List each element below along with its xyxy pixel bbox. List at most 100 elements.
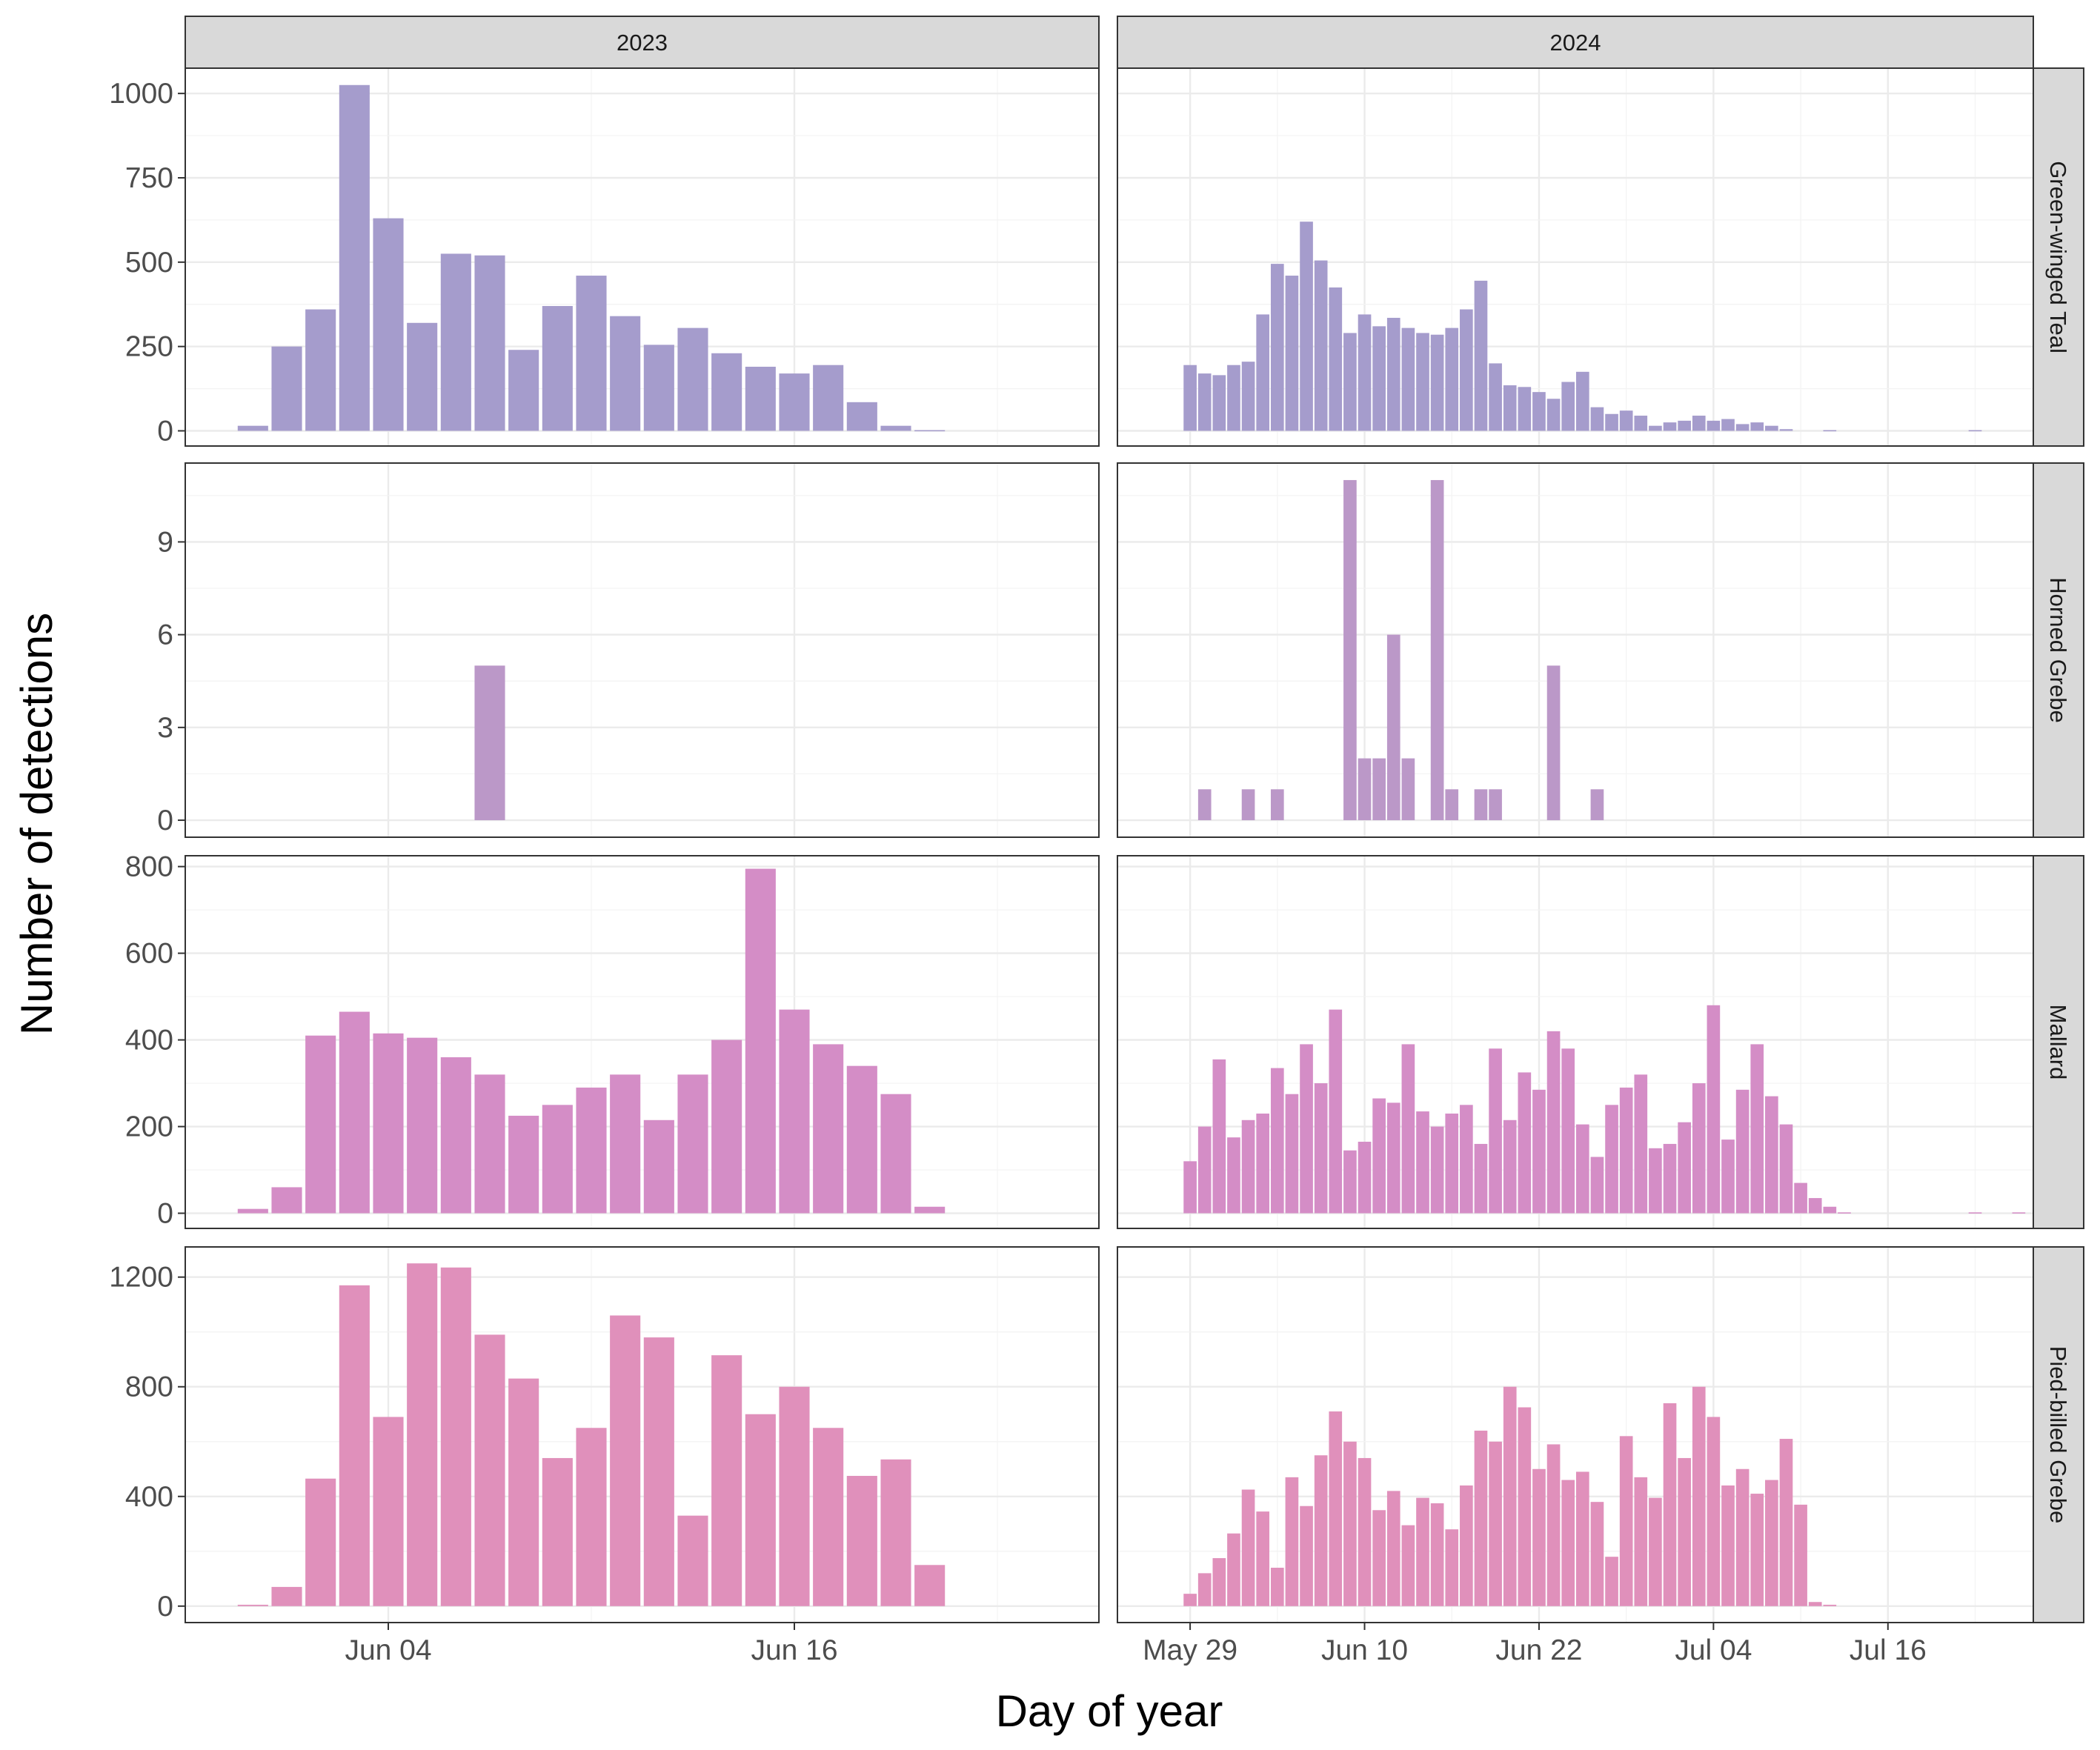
bar <box>1285 1477 1299 1606</box>
bar <box>1474 1143 1488 1214</box>
bar <box>1590 1502 1604 1606</box>
y-tick-label: 800 <box>125 1371 173 1403</box>
bar <box>1561 382 1575 431</box>
panel-background <box>1117 463 2033 837</box>
bar <box>813 1044 844 1214</box>
bar <box>1197 789 1212 821</box>
bar <box>1692 416 1706 431</box>
bar <box>1808 1198 1822 1214</box>
bar <box>711 1355 742 1606</box>
bar <box>440 1057 471 1214</box>
bar <box>1372 1510 1386 1606</box>
bar <box>271 346 302 431</box>
bar <box>407 322 438 431</box>
bar <box>1343 333 1357 431</box>
bar <box>1619 1436 1633 1606</box>
y-tick-label: 400 <box>125 1481 173 1513</box>
bar <box>1663 1143 1677 1214</box>
facet-strip-2023 <box>185 16 1100 69</box>
bar <box>677 1515 708 1606</box>
bar <box>474 1074 505 1214</box>
bar <box>508 1115 539 1214</box>
panel-2024-green-winged-teal <box>1117 67 2034 447</box>
bar <box>1372 1098 1386 1214</box>
bar <box>1270 1068 1284 1214</box>
bar <box>1735 1089 1750 1214</box>
bar <box>1212 375 1226 431</box>
bar <box>1358 1457 1372 1606</box>
bar <box>1329 287 1343 431</box>
x-tick-label: Jul 16 <box>1850 1634 1927 1666</box>
bar <box>1649 1497 1662 1606</box>
bar <box>1765 1480 1778 1606</box>
y-tick-label: 0 <box>157 1591 173 1623</box>
bar <box>271 1586 302 1606</box>
bar <box>880 1459 911 1606</box>
bar <box>542 306 573 431</box>
bar <box>745 1414 776 1606</box>
bar <box>1445 789 1459 821</box>
panel-background <box>1117 856 2033 1228</box>
panel-background <box>185 1247 1099 1623</box>
y-tick-label: 250 <box>125 331 173 363</box>
bar <box>1678 1122 1691 1214</box>
bar <box>1197 1126 1212 1214</box>
bar <box>542 1105 573 1214</box>
y-tick-label: 6 <box>157 619 173 651</box>
x-tick-label: Jun 16 <box>751 1634 837 1666</box>
bar <box>1489 363 1502 431</box>
bar <box>1765 425 1778 431</box>
bar <box>1416 1497 1429 1606</box>
bar <box>1256 1511 1270 1606</box>
chart-panels <box>185 67 2034 1623</box>
bar <box>1197 1573 1212 1606</box>
bar <box>1401 1525 1415 1606</box>
bar <box>1183 1161 1197 1214</box>
bar <box>407 1263 438 1606</box>
bar <box>1183 365 1197 431</box>
bar <box>1779 1439 1793 1606</box>
bar <box>1270 264 1284 431</box>
bar <box>1532 392 1546 431</box>
x-tick-label: Jun 10 <box>1321 1634 1408 1666</box>
bar <box>1256 1114 1270 1214</box>
bar <box>1503 385 1517 431</box>
bar <box>779 1009 810 1214</box>
bar <box>1445 1529 1459 1606</box>
bar <box>677 327 708 431</box>
bar <box>779 373 810 431</box>
panel-background <box>185 68 1099 446</box>
x-tick-label: Jun 04 <box>345 1634 431 1666</box>
bar <box>1838 1212 1851 1214</box>
y-tick-label: 400 <box>125 1025 173 1057</box>
bar <box>305 1478 336 1606</box>
facet-strip-green-winged-teal <box>2033 67 2084 447</box>
bar <box>1546 399 1561 431</box>
facet-label-pied-billed-grebe: Pied-billed Grebe <box>2045 1346 2071 1524</box>
bar <box>1750 422 1764 431</box>
bar <box>1358 1142 1372 1214</box>
bar <box>1532 1089 1546 1214</box>
bar <box>880 1094 911 1214</box>
bar <box>339 1011 370 1214</box>
bar <box>1750 1044 1764 1214</box>
x-axis-title: Day of year <box>996 1686 1223 1736</box>
bar <box>1386 317 1400 431</box>
bar <box>339 84 370 431</box>
bar <box>1634 416 1648 431</box>
bar <box>1590 789 1604 821</box>
x-tick-label: May 29 <box>1143 1634 1237 1666</box>
bar <box>474 665 505 821</box>
bar <box>1314 260 1328 431</box>
bar <box>1460 1485 1473 1606</box>
bar <box>711 353 742 431</box>
bar <box>305 309 336 431</box>
bar <box>1518 387 1532 431</box>
bar <box>1227 1137 1240 1214</box>
facet-strip-mallard <box>2033 855 2084 1229</box>
bar <box>1590 407 1604 431</box>
bar <box>1430 1503 1444 1606</box>
bar <box>1765 1096 1778 1214</box>
bar <box>1692 1083 1706 1214</box>
bar <box>1678 420 1691 431</box>
